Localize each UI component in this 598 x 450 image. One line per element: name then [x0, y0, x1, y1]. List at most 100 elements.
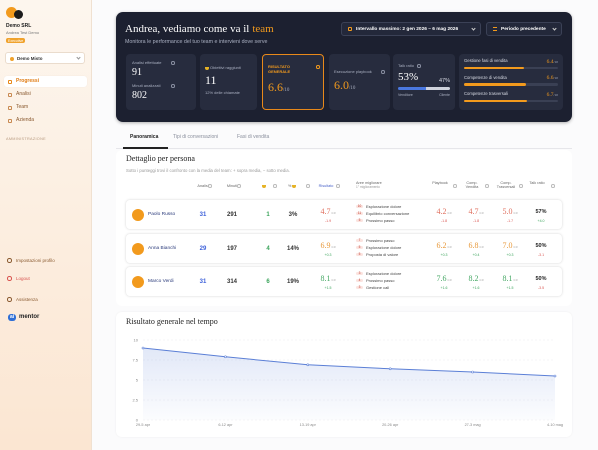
goals-pct-value: 14%: [286, 245, 300, 252]
analyses-value: 31: [199, 211, 207, 218]
talk-seller-label: Venditore: [398, 93, 413, 97]
column-subheader: 1° miglioramento: [356, 185, 380, 189]
goal-icon: [205, 66, 209, 70]
score-scale: /10: [447, 277, 452, 282]
info-icon: [453, 184, 457, 188]
person-row[interactable]: Marco Verdi 31 314 6 19% 8.1/10 +1.5 3 Esplorazi…: [126, 267, 562, 296]
kpi-value: 91: [132, 67, 142, 78]
range-button[interactable]: Intervallo massimo: 2 gen 2026 – 6 mag 2…: [341, 22, 481, 36]
score-value: 4.7: [320, 206, 331, 216]
kpi-label: Talk ratio: [398, 63, 415, 68]
area-count: 7: [356, 238, 363, 243]
skill-value: 6.4: [546, 58, 554, 65]
score-scale: /10: [479, 277, 484, 282]
score-scale: /10: [513, 244, 518, 249]
talk-delta: -3.5: [537, 285, 545, 290]
score-delta: -1.8: [440, 218, 448, 223]
nav-item[interactable]: Analisi: [4, 89, 87, 100]
talk-client-bar: [425, 87, 450, 90]
nav-item[interactable]: Azienda: [4, 115, 87, 126]
person-name: Marco Verdi: [148, 279, 174, 284]
kpi-card: Analisi effettuate 91 Minuti analizzati 802: [126, 54, 196, 110]
area-label: Prossimo passo: [366, 277, 395, 283]
nav-label: Progressi: [16, 78, 40, 84]
kpi-label: Analisi effettuate: [132, 60, 162, 65]
footer-link[interactable]: Impostazioni profilo: [4, 255, 87, 266]
role-badge: Executive: [6, 38, 26, 44]
chart-card: Risultato generale nel tempo 0 2.5 5 7.5 10 29…: [116, 312, 572, 437]
title-text: Andrea, vediamo come va il: [125, 23, 250, 35]
line-point: [553, 374, 557, 378]
area-label: Gestione call: [366, 284, 390, 290]
soft-score: 7.0/10: [503, 241, 518, 250]
result-score: 8.1/10: [321, 274, 336, 283]
compare-icon: [493, 27, 497, 31]
skill-label: Competenze di vendita: [464, 74, 507, 80]
nav-item[interactable]: Team: [4, 102, 87, 113]
column-header: Talk ratio: [529, 181, 545, 185]
footer-link[interactable]: Logout: [4, 273, 87, 284]
score-scale: /10: [349, 86, 356, 91]
info-icon: [171, 61, 175, 65]
area-count: 5: [356, 252, 363, 257]
chevron: [76, 54, 81, 60]
nav-icon: [8, 92, 12, 97]
score-scale: /10: [479, 210, 484, 215]
kpi-card: Esecuzione playbook 6.0/10: [329, 54, 390, 110]
score-scale: /10: [513, 277, 518, 282]
info-icon: [381, 70, 385, 74]
info-icon: [551, 184, 555, 188]
analyses-value: 31: [199, 278, 207, 285]
area-label: Proposta di valore: [366, 251, 399, 257]
footer-icon: [7, 258, 12, 263]
score-scale: /10: [479, 244, 484, 249]
sales-score: 8.2/10: [469, 274, 484, 283]
score-value: 6.6: [268, 80, 283, 94]
column-header: Playbook: [432, 181, 448, 185]
y-tick-label: 7.5: [132, 358, 138, 363]
kpi-label: Minuti analizzati: [132, 83, 161, 88]
goals-value: 4: [266, 245, 270, 252]
avatar: [132, 275, 144, 288]
detail-card: Dettaglio per persona Sotto i punteggi tr…: [116, 150, 572, 306]
kpi-card: Obiettivi raggiunti 11 12% delle chiamate: [200, 54, 257, 110]
tab-divider: [116, 148, 572, 149]
chevron: [552, 25, 557, 31]
footer-icon: [7, 297, 12, 302]
column-header: Analisi: [197, 184, 209, 188]
user-name: Andrea Test Demo: [6, 30, 40, 35]
workspace-select[interactable]: Demo Misto: [5, 52, 85, 64]
score-scale: /10: [447, 210, 452, 215]
info-icon: [316, 65, 320, 69]
score-scale: /10: [447, 244, 452, 249]
score-value: 8.1: [502, 273, 513, 283]
line-point: [471, 370, 474, 374]
area-count: 5: [356, 245, 363, 250]
tab[interactable]: Fasi di vendita: [237, 134, 270, 140]
x-tick-label: 4-10 mag: [547, 423, 563, 427]
score-scale: /10: [331, 210, 336, 215]
skill-scale: /10: [553, 76, 558, 80]
score-scale: /10: [331, 244, 336, 249]
header-title: Andrea, vediamo come va il team: [125, 23, 274, 36]
talk-seller: 53%: [398, 71, 419, 83]
score-value: 4.7: [468, 206, 479, 216]
info-icon: [171, 84, 175, 88]
area-count: 3: [356, 285, 363, 290]
info-icon: [237, 184, 241, 188]
info-icon: [417, 64, 421, 68]
talk-delta: -3.1: [537, 252, 545, 257]
nav-item[interactable]: Progressi: [4, 76, 87, 87]
footer-link[interactable]: Assistenza: [4, 294, 87, 305]
person-row[interactable]: Paolo Russo 31 291 1 3% 4.7/10 -1.9 10 Esplorazi…: [126, 200, 562, 229]
tab[interactable]: Tipi di conversazioni: [173, 134, 219, 140]
tab-underline: [123, 147, 168, 149]
compare-button[interactable]: Periodo precedente: [486, 22, 562, 36]
company-name: Demo SRL: [6, 23, 32, 29]
person-row[interactable]: Anna Bianchi 29 197 4 14% 6.9/10 +0.3 7 Prossimo…: [126, 234, 562, 263]
result-score: 6.9/10: [321, 241, 336, 250]
tab[interactable]: Panoramica: [130, 134, 159, 140]
talk-seller-bar: [398, 87, 426, 90]
person-name: Anna Bianchi: [148, 246, 177, 251]
